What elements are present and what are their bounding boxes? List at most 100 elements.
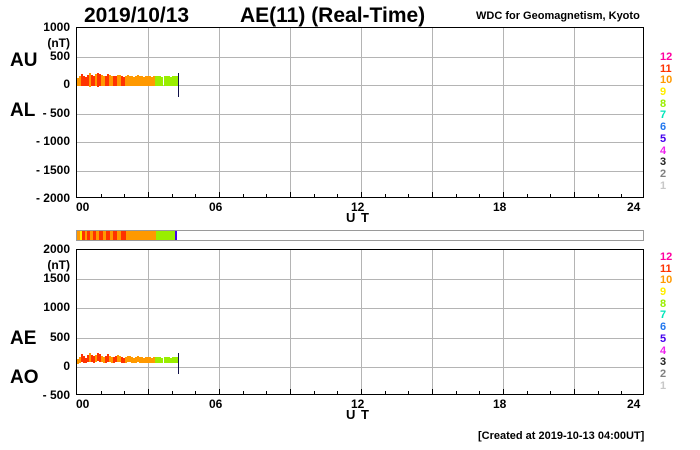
legend-item: 10 (660, 274, 673, 287)
axis-tick (314, 391, 315, 394)
legend-item: 12 (660, 251, 673, 263)
gridlines-top (77, 28, 643, 197)
gridline-horizontal (77, 171, 643, 172)
trace-segment (159, 76, 162, 86)
trace-segment (133, 77, 136, 86)
trace-segment (83, 356, 86, 363)
gridline-vertical (148, 28, 149, 197)
axis-tick (243, 391, 244, 394)
trace-segment (85, 77, 88, 86)
activity-strip-segment (125, 231, 157, 240)
trace-segment (91, 354, 94, 363)
y-tick-label: 500 (49, 48, 70, 63)
trace-segment (175, 357, 178, 363)
gridline-vertical (148, 250, 149, 394)
data-end-marker (177, 73, 180, 97)
trace-segment (87, 75, 90, 87)
activity-strip-segment (105, 231, 110, 240)
trace-segment (141, 357, 144, 363)
axis-tick (432, 192, 433, 197)
gridline-vertical (290, 250, 291, 394)
legend-item: 7 (660, 109, 667, 122)
activity-strip-segment (98, 231, 103, 240)
axis-tick (550, 194, 551, 197)
gridline-vertical (574, 28, 575, 197)
trace-segment (89, 73, 92, 87)
gridline-horizontal (77, 308, 643, 309)
axis-tick (621, 391, 622, 394)
trace-segment (167, 357, 170, 363)
trace-segment (157, 356, 160, 363)
gridline-vertical (361, 28, 362, 197)
trace-segment (99, 73, 102, 87)
activity-strip-segment (95, 231, 99, 240)
gridline-vertical (503, 28, 504, 197)
trace-segment (99, 354, 102, 362)
axis-tick (337, 391, 338, 394)
trace-segment (153, 357, 156, 363)
y-tick-label: 0 (63, 358, 70, 373)
activity-strip-segment (156, 231, 175, 240)
trace-segment (155, 75, 158, 86)
legend-item: 1 (660, 379, 667, 392)
gridlines-bottom (77, 250, 643, 394)
trace-segment (117, 355, 120, 363)
axis-tick (550, 391, 551, 394)
gridline-vertical (219, 250, 220, 394)
trace-segment (101, 75, 104, 86)
trace-segment (157, 76, 160, 86)
trace-segment (103, 357, 106, 363)
trace-segment (125, 356, 128, 363)
trace-segment (131, 76, 134, 86)
trace-segment (169, 357, 172, 363)
activity-strip-segment (81, 231, 85, 240)
x-tick-label: 18 (493, 200, 507, 214)
gridline-vertical (290, 28, 291, 197)
trace-segment (115, 356, 118, 363)
trace-segment (161, 76, 164, 86)
trace-segment (81, 354, 84, 362)
trace-segment (77, 358, 79, 364)
trace-segment (133, 358, 136, 363)
chart-date: 2019/10/13 (84, 4, 190, 27)
x-tick-label: 24 (627, 200, 641, 214)
axis-tick (574, 192, 575, 197)
trace-segment (155, 356, 158, 363)
trace-segment (97, 352, 100, 362)
trace-segment (149, 76, 152, 86)
activity-strip-segment (92, 231, 96, 240)
x-tick-label: 00 (76, 397, 90, 411)
trace-segment (151, 357, 154, 363)
trace-segment (97, 73, 100, 87)
trace-segment (79, 76, 81, 87)
trace-segment (173, 76, 176, 86)
gridline-horizontal (77, 85, 643, 86)
trace-segment (79, 356, 81, 363)
gridline-horizontal (77, 57, 643, 58)
trace-segment (153, 76, 156, 86)
trace-segment (109, 75, 112, 87)
trace-segment (95, 74, 98, 87)
trace-segment (101, 355, 104, 363)
legend-item: 10 (660, 74, 673, 87)
trace-segment (159, 357, 162, 363)
axis-tick (527, 194, 528, 197)
trace-segment (119, 75, 122, 86)
trace-segment (129, 356, 132, 363)
axis-tick (219, 192, 220, 197)
gridline-vertical (574, 250, 575, 394)
axis-tick (361, 389, 362, 394)
axis-tick (124, 391, 125, 394)
y-tick-label: - 1000 (35, 134, 70, 148)
legend-item: 11 (660, 262, 672, 275)
trace-segment (107, 354, 110, 362)
trace-au-al (77, 28, 643, 197)
x-tick-label: 12 (351, 200, 365, 214)
y-tick-label: - 500 (42, 388, 70, 402)
legend-item: 5 (660, 132, 667, 145)
legend-item: 1 (660, 179, 667, 192)
trace-segment (131, 357, 134, 363)
activity-strip-segments (77, 231, 643, 240)
activity-strip-segment (112, 231, 118, 240)
axis-tick (456, 194, 457, 197)
